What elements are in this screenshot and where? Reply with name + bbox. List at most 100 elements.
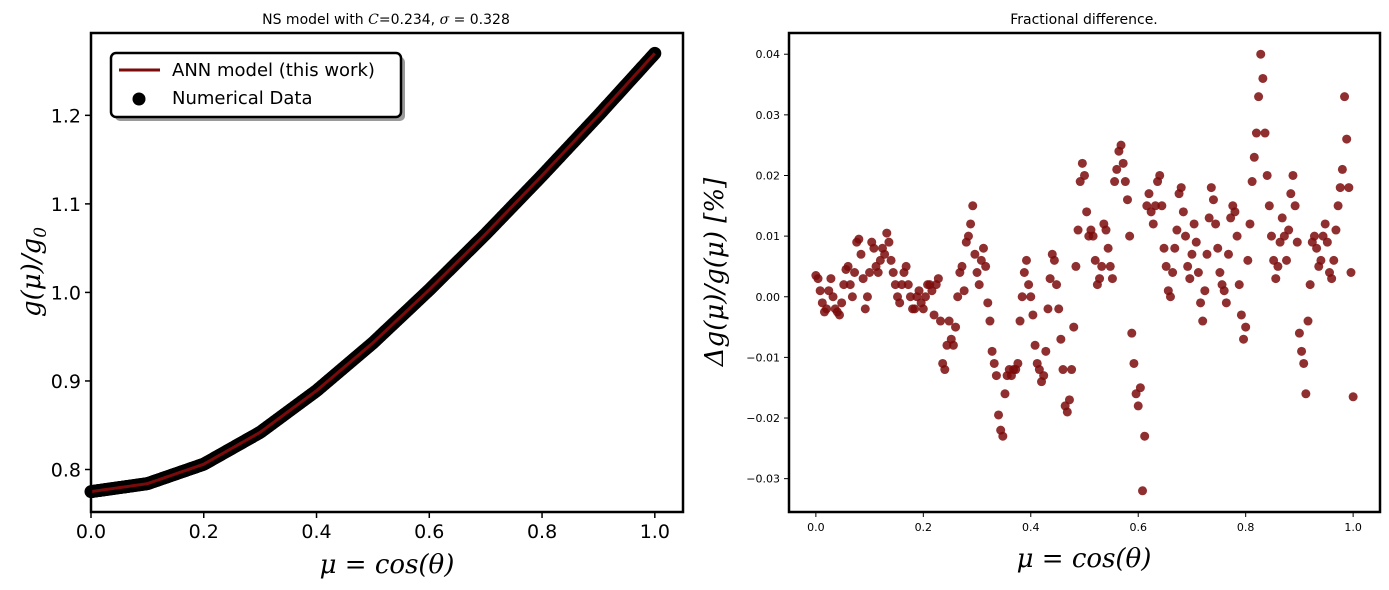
data-point	[1028, 310, 1038, 320]
data-point	[910, 304, 920, 314]
data-point	[1337, 164, 1347, 174]
data-point	[1013, 358, 1023, 368]
data-point	[1290, 201, 1300, 211]
data-point	[989, 358, 999, 368]
data-point	[998, 431, 1008, 441]
x-tick-label: 0.6	[414, 521, 444, 543]
data-point	[854, 234, 864, 244]
data-point	[1021, 255, 1031, 265]
x-tick-label: 1.0	[640, 521, 670, 543]
data-point	[1157, 201, 1167, 211]
data-point	[903, 280, 913, 290]
data-point	[1112, 164, 1122, 174]
data-point	[1260, 128, 1270, 138]
data-point	[1039, 371, 1049, 381]
data-point	[1256, 49, 1266, 59]
data-point	[1309, 231, 1319, 241]
data-point	[978, 243, 988, 253]
data-point	[1206, 183, 1216, 193]
data-point	[1181, 231, 1191, 241]
data-point	[1155, 170, 1165, 180]
data-point	[1045, 274, 1055, 284]
data-point	[1110, 177, 1120, 187]
data-point	[953, 292, 963, 302]
data-point	[1118, 158, 1128, 168]
data-point	[1144, 189, 1154, 199]
data-point	[837, 298, 847, 308]
data-point	[1140, 431, 1150, 441]
x-tick-label: 0.8	[527, 521, 557, 543]
data-point	[1239, 334, 1249, 344]
data-point	[1067, 365, 1077, 375]
right-chart-title: Fractional difference.	[1010, 12, 1158, 28]
data-point	[959, 286, 969, 296]
data-point	[1342, 134, 1352, 144]
data-point	[905, 292, 915, 302]
y-tick-label: −0.03	[746, 473, 780, 486]
legend-scatter-label: Numerical Data	[172, 88, 313, 109]
right-x-ticks: 0.0 0.2 0.4 0.6 0.8 1.0	[807, 512, 1362, 534]
data-point	[1193, 268, 1203, 277]
data-point	[1172, 225, 1182, 235]
x-tick-label: 0.8	[1237, 521, 1255, 534]
y-tick-label: 0.8	[51, 460, 81, 482]
data-point	[1286, 189, 1296, 199]
data-point	[1215, 268, 1225, 277]
data-point	[1024, 280, 1034, 290]
data-point	[1122, 195, 1132, 205]
data-point	[1234, 280, 1244, 290]
data-point	[1101, 225, 1111, 235]
y-tick-label: 0.01	[756, 230, 781, 243]
data-point	[1159, 243, 1169, 253]
data-point	[1294, 328, 1304, 338]
data-point	[1187, 249, 1197, 259]
data-point	[951, 322, 961, 332]
data-point	[1133, 401, 1143, 411]
data-point	[1043, 304, 1053, 314]
data-point	[1015, 316, 1025, 326]
data-point	[1247, 177, 1257, 187]
data-point	[1335, 183, 1345, 193]
data-point	[1058, 365, 1068, 375]
data-point	[1198, 316, 1208, 326]
data-point	[1320, 219, 1330, 229]
x-tick-label: 0.2	[189, 521, 219, 543]
data-point	[1090, 255, 1100, 265]
data-point	[860, 304, 870, 314]
data-point	[1271, 274, 1281, 284]
data-point	[1030, 340, 1040, 350]
data-point	[858, 274, 868, 284]
data-point	[865, 268, 875, 277]
data-point	[1125, 231, 1135, 241]
data-point	[1346, 268, 1356, 277]
data-point	[1103, 243, 1113, 253]
data-point	[1273, 261, 1283, 271]
legend-marker-swatch	[132, 92, 146, 106]
data-point	[957, 261, 967, 271]
data-point	[972, 268, 982, 277]
right-x-axis-label: μ = cos(θ)	[1017, 544, 1152, 574]
data-point	[1219, 286, 1229, 296]
data-point	[847, 292, 857, 302]
data-point	[897, 280, 907, 290]
data-point	[835, 310, 845, 320]
data-point	[1333, 201, 1343, 211]
data-point	[966, 219, 976, 229]
data-point	[1221, 298, 1231, 308]
data-point	[890, 280, 900, 290]
data-point	[1000, 389, 1010, 399]
y-tick-label: −0.01	[746, 351, 780, 364]
x-tick-label: 0.0	[76, 521, 106, 543]
right-axes-frame	[787, 31, 1382, 514]
data-point	[815, 286, 825, 296]
data-point	[981, 261, 991, 271]
data-point	[888, 268, 898, 277]
data-point	[1082, 207, 1092, 217]
data-point	[1236, 310, 1246, 320]
data-point	[1095, 274, 1105, 284]
data-point	[1312, 243, 1322, 253]
data-point	[1069, 322, 1079, 332]
data-point	[1138, 486, 1148, 496]
data-point	[843, 261, 853, 271]
